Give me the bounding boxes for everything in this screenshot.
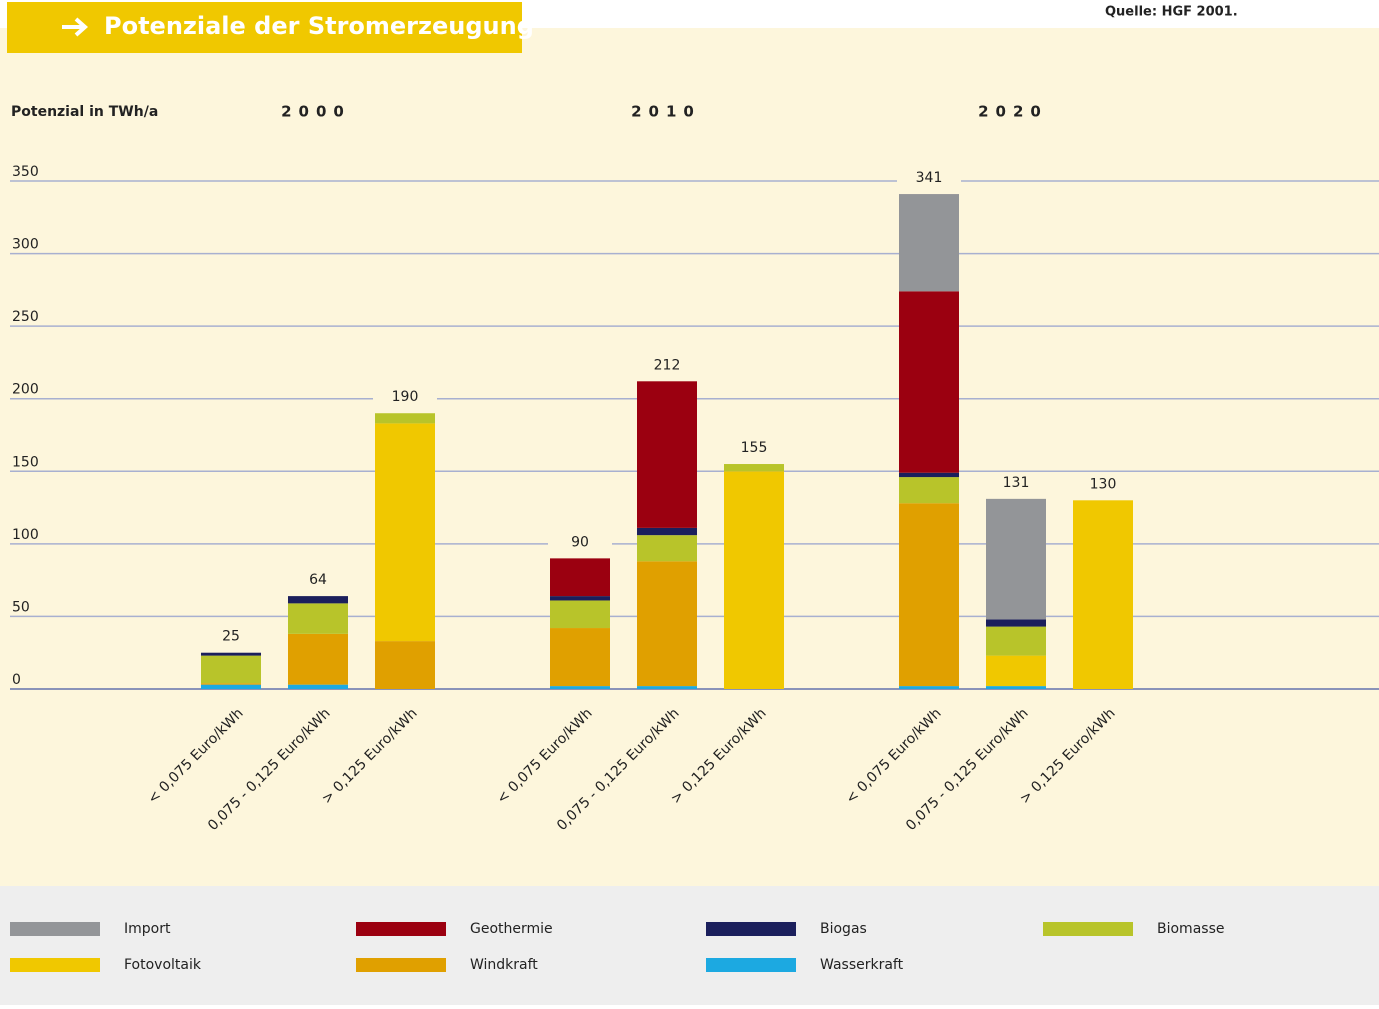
group-label: 2010	[631, 103, 701, 121]
total-label: 155	[741, 440, 768, 456]
bar-segment	[899, 194, 959, 292]
label-background	[199, 626, 263, 647]
label-background	[286, 570, 350, 591]
total-label: 90	[571, 534, 589, 550]
bar-segment	[899, 503, 959, 687]
legend-label: Import	[124, 921, 171, 937]
total-label: 341	[916, 170, 943, 186]
bar-segment	[550, 600, 610, 629]
group-label: 2000	[281, 103, 351, 121]
bar-segment	[724, 464, 784, 472]
bar-segment	[375, 413, 435, 424]
bar-segment	[375, 423, 435, 642]
label-background	[635, 355, 699, 376]
total-label: 25	[222, 629, 240, 645]
legend-label: Wasserkraft	[820, 957, 904, 973]
bar-segment	[899, 472, 959, 478]
label-background	[548, 532, 612, 553]
bar-segment	[288, 596, 348, 604]
group-label: 2020	[978, 103, 1048, 121]
header-box	[7, 2, 522, 53]
legend-background	[0, 886, 1379, 1005]
y-axis-label: Potenzial in TWh/a	[11, 104, 158, 120]
y-tick-label: 200	[12, 382, 39, 398]
bar-segment	[550, 628, 610, 687]
bar-segment	[724, 471, 784, 689]
bar-segment	[899, 686, 959, 689]
total-label: 64	[309, 572, 327, 588]
total-label: 130	[1090, 476, 1117, 492]
legend-label: Geothermie	[470, 921, 553, 937]
total-label: 131	[1003, 475, 1030, 491]
bar-segment	[288, 603, 348, 634]
total-label: 212	[654, 357, 681, 373]
label-background	[897, 168, 961, 189]
chart-title: Potenziale der Stromerzeugung	[104, 12, 534, 40]
y-tick-label: 50	[12, 599, 30, 615]
bar-segment	[201, 652, 261, 656]
bar-segment	[375, 641, 435, 689]
y-tick-label: 300	[12, 237, 39, 253]
y-tick-label: 350	[12, 164, 39, 180]
y-tick-label: 150	[12, 454, 39, 470]
bar-segment	[899, 477, 959, 504]
bar-segment	[637, 686, 697, 689]
bar-segment	[550, 558, 610, 597]
bar-segment	[201, 684, 261, 689]
legend-swatch	[10, 958, 100, 972]
bar-segment	[899, 291, 959, 473]
legend-swatch	[706, 958, 796, 972]
legend-swatch	[706, 922, 796, 936]
header-arrow	[62, 17, 89, 37]
legend-swatch	[356, 958, 446, 972]
label-background	[373, 387, 437, 408]
bar-segment	[637, 527, 697, 536]
legend-swatch	[1043, 922, 1133, 936]
total-label: 190	[392, 389, 419, 405]
bar-segment	[637, 561, 697, 687]
bar-segment	[550, 686, 610, 689]
bar-segment	[288, 633, 348, 685]
bar-segment	[986, 686, 1046, 689]
bar-segment	[201, 655, 261, 684]
bar-segment	[986, 619, 1046, 627]
legend-label: Windkraft	[470, 957, 538, 973]
label-background	[1071, 474, 1135, 495]
legend-swatch	[356, 922, 446, 936]
legend-label: Biomasse	[1157, 921, 1224, 937]
bar-segment	[986, 626, 1046, 656]
bar-segment	[201, 683, 261, 685]
legend-label: Biogas	[820, 921, 867, 937]
legend-swatch	[10, 922, 100, 936]
label-background	[722, 438, 786, 459]
y-tick-label: 0	[12, 672, 21, 688]
bar-segment	[637, 535, 697, 562]
y-tick-label: 100	[12, 527, 39, 543]
bar-segment	[986, 498, 1046, 620]
bar-segment	[1073, 500, 1133, 689]
bar-segment	[288, 684, 348, 689]
label-background	[984, 472, 1048, 493]
bar-segment	[550, 596, 610, 601]
bar-segment	[986, 655, 1046, 687]
bar-segment	[637, 381, 697, 528]
y-tick-label: 250	[12, 309, 39, 325]
source: Quelle: HGF 2001.	[1105, 5, 1238, 20]
legend-label: Fotovoltaik	[124, 957, 202, 973]
